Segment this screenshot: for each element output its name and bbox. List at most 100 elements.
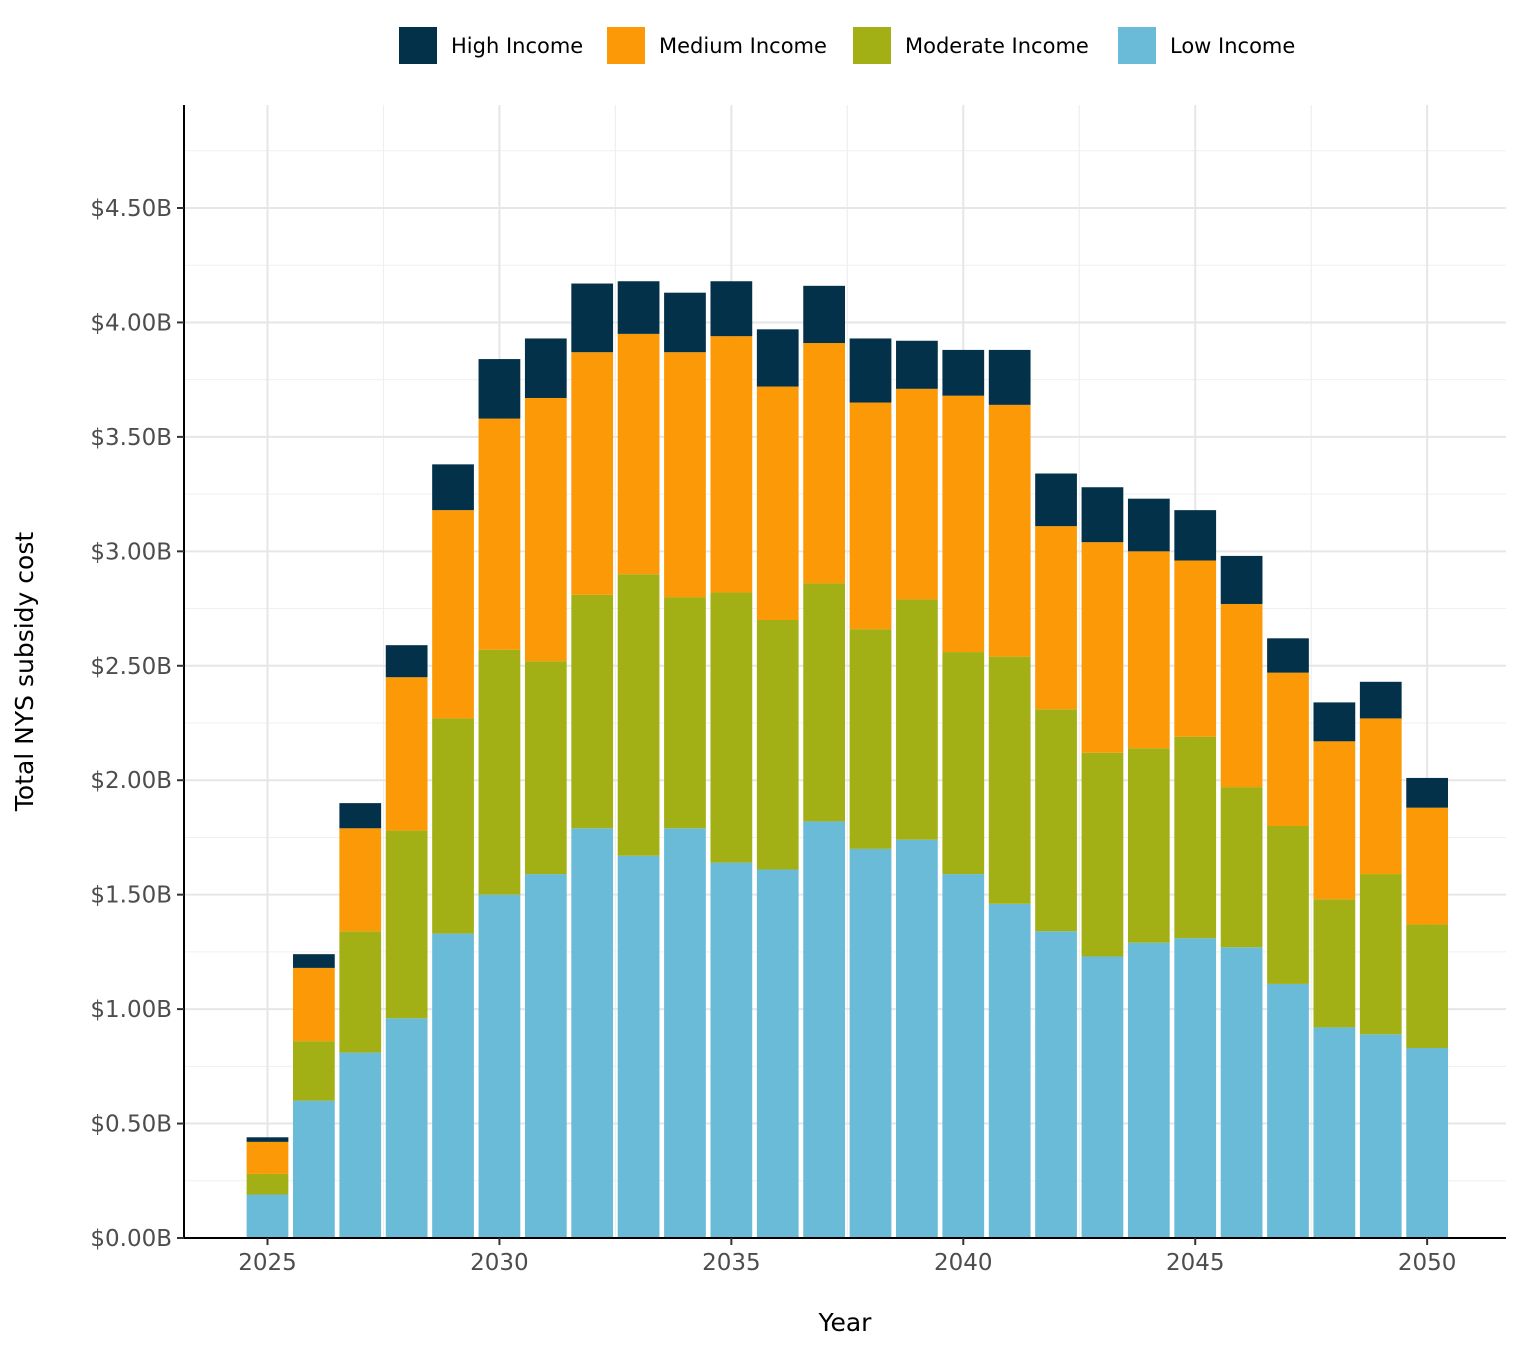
bar-medium-income-2030 <box>478 418 521 650</box>
bar-moderate-income-2048 <box>1313 899 1356 1028</box>
bar-low-income-2032 <box>571 828 614 1238</box>
bar-high-income-2043 <box>1081 487 1124 543</box>
y-tick-label: $3.00B <box>90 539 172 565</box>
y-tick-label: $0.50B <box>90 1112 172 1138</box>
bar-high-income-2035 <box>710 281 753 337</box>
bar-high-income-2033 <box>617 281 660 334</box>
bar-high-income-2036 <box>756 329 799 387</box>
y-axis-ticks: $0.00B $0.50B $1.00B $1.50B $2.00B $2.50B $3.0… <box>90 196 184 1252</box>
bar-low-income-2038 <box>849 848 892 1238</box>
bar-medium-income-2040 <box>942 395 985 653</box>
bar-medium-income-2027 <box>339 828 382 932</box>
legend-label: Moderate Income <box>905 34 1089 58</box>
legend-label: Low Income <box>1170 34 1295 58</box>
bar-high-income-2049 <box>1359 681 1402 719</box>
bar-low-income-2026 <box>293 1100 335 1238</box>
bar-medium-income-2028 <box>385 677 428 831</box>
bar-low-income-2036 <box>756 869 799 1238</box>
x-tick-label: 2050 <box>1398 1250 1457 1276</box>
bar-medium-income-2049 <box>1359 718 1402 875</box>
bar-low-income-2030 <box>478 894 521 1238</box>
bar-medium-income-2032 <box>571 352 614 595</box>
bar-high-income-2038 <box>849 338 892 403</box>
legend-swatch <box>853 27 891 64</box>
x-axis-ticks: 2025 2030 2035 2040 2045 2050 <box>238 1238 1456 1276</box>
legend-swatch <box>1118 27 1156 64</box>
bar-moderate-income-2027 <box>339 931 382 1053</box>
legend: High Income Medium Income Moderate Income L… <box>399 27 1295 64</box>
y-tick-label: $4.50B <box>90 196 172 222</box>
bar-low-income-2039 <box>896 839 938 1238</box>
bar-high-income-2031 <box>524 338 567 398</box>
bar-high-income-2048 <box>1313 702 1356 742</box>
bars <box>246 281 1449 1238</box>
bar-moderate-income-2042 <box>1035 709 1077 932</box>
bar-high-income-2027 <box>339 803 382 829</box>
bar-medium-income-2029 <box>432 510 474 719</box>
bar-moderate-income-2044 <box>1127 748 1170 943</box>
bar-high-income-2029 <box>432 464 474 511</box>
bar-high-income-2032 <box>571 283 614 353</box>
bar-low-income-2045 <box>1174 938 1217 1238</box>
bar-moderate-income-2029 <box>432 718 474 934</box>
bar-moderate-income-2038 <box>849 629 892 849</box>
bar-high-income-2042 <box>1035 473 1077 527</box>
bar-moderate-income-2026 <box>293 1041 335 1101</box>
bar-moderate-income-2049 <box>1359 874 1402 1035</box>
legend-item-high-income: High Income <box>399 27 583 64</box>
y-tick-label: $2.50B <box>90 654 172 680</box>
x-tick-label: 2045 <box>1166 1250 1225 1276</box>
bar-high-income-2028 <box>385 645 428 678</box>
bar-moderate-income-2043 <box>1081 752 1124 957</box>
legend-item-moderate-income: Moderate Income <box>853 27 1089 64</box>
legend-swatch <box>607 27 645 64</box>
bar-moderate-income-2028 <box>385 830 428 1019</box>
y-tick-label: $4.00B <box>90 310 172 336</box>
bar-medium-income-2046 <box>1220 603 1263 788</box>
bar-low-income-2025 <box>246 1194 289 1238</box>
bar-low-income-2029 <box>432 933 474 1238</box>
bar-low-income-2028 <box>385 1018 428 1238</box>
bar-high-income-2044 <box>1127 498 1170 552</box>
bar-medium-income-2039 <box>896 388 938 600</box>
bar-high-income-2026 <box>293 954 335 968</box>
bar-medium-income-2031 <box>524 397 567 662</box>
x-tick-label: 2035 <box>702 1250 761 1276</box>
bar-medium-income-2033 <box>617 333 660 575</box>
bar-medium-income-2044 <box>1127 551 1170 749</box>
bar-moderate-income-2045 <box>1174 736 1217 939</box>
bar-medium-income-2041 <box>988 404 1031 657</box>
bar-high-income-2034 <box>664 292 706 353</box>
bar-moderate-income-2041 <box>988 656 1031 904</box>
bar-low-income-2048 <box>1313 1027 1356 1238</box>
bar-moderate-income-2046 <box>1220 787 1263 948</box>
bar-low-income-2042 <box>1035 931 1077 1238</box>
bar-moderate-income-2037 <box>803 583 845 822</box>
bar-moderate-income-2036 <box>756 620 799 870</box>
x-tick-label: 2030 <box>470 1250 529 1276</box>
bar-medium-income-2038 <box>849 402 892 630</box>
bar-medium-income-2036 <box>756 386 799 620</box>
legend-item-medium-income: Medium Income <box>607 27 827 64</box>
bar-low-income-2046 <box>1220 947 1263 1238</box>
bar-medium-income-2047 <box>1267 672 1309 826</box>
y-tick-label: $2.00B <box>90 768 172 794</box>
bar-low-income-2037 <box>803 821 845 1238</box>
bar-moderate-income-2030 <box>478 649 521 895</box>
bar-medium-income-2037 <box>803 343 845 584</box>
legend-swatch <box>399 27 437 64</box>
y-tick-label: $1.00B <box>90 997 172 1023</box>
bar-moderate-income-2033 <box>617 574 660 856</box>
bar-low-income-2050 <box>1406 1048 1449 1238</box>
bar-high-income-2045 <box>1174 510 1217 561</box>
x-tick-label: 2025 <box>238 1250 297 1276</box>
bar-low-income-2049 <box>1359 1034 1402 1238</box>
bar-high-income-2039 <box>896 340 938 389</box>
bar-high-income-2047 <box>1267 638 1309 673</box>
bar-low-income-2043 <box>1081 956 1124 1238</box>
bar-low-income-2041 <box>988 903 1031 1238</box>
bar-moderate-income-2040 <box>942 652 985 875</box>
bar-low-income-2047 <box>1267 983 1309 1238</box>
bar-high-income-2025 <box>246 1137 289 1142</box>
